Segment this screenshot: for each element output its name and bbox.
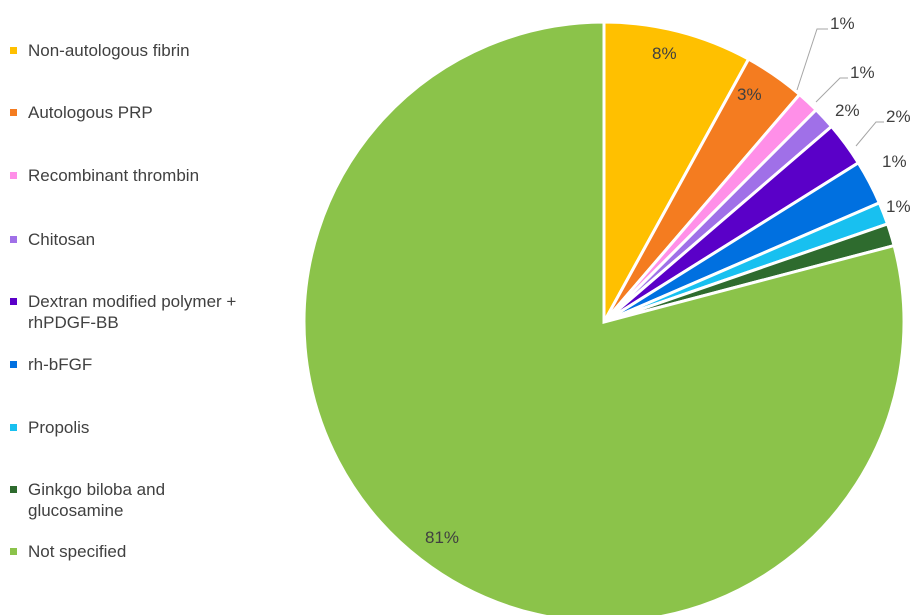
- data-label: 1%: [886, 197, 911, 216]
- data-label: 81%: [425, 528, 459, 547]
- legend-label: Dextran modified polymer + rhPDGF-BB: [28, 292, 237, 332]
- legend-label: Autologous PRP: [28, 103, 153, 122]
- leader-line: [796, 28, 828, 91]
- legend: Non-autologous fibrin Autologous PRP Rec…: [0, 0, 300, 615]
- pie-slices: [302, 20, 906, 615]
- data-label: 1%: [850, 63, 875, 82]
- legend-label: rh-bFGF: [28, 355, 93, 374]
- legend-swatch: [10, 109, 17, 116]
- data-label: 2%: [835, 101, 860, 120]
- data-label: 2%: [886, 107, 911, 126]
- pie-slice-non-autologous-fibrin: [602, 20, 751, 323]
- pie-slice-not-specified: [302, 20, 906, 615]
- legend-label: Ginkgo biloba and glucosamine: [28, 480, 166, 520]
- data-label: 8%: [652, 44, 677, 63]
- legend-swatch: [10, 486, 17, 493]
- legend-swatch: [10, 424, 17, 431]
- legend-label: Non-autologous fibrin: [28, 41, 190, 60]
- legend-label: Propolis: [28, 418, 90, 437]
- legend-label: Recombinant thrombin: [28, 166, 200, 185]
- legend-swatch: [10, 172, 17, 179]
- legend-swatch: [10, 47, 17, 54]
- legend-swatch: [10, 361, 17, 368]
- legend-swatch: [10, 236, 17, 243]
- legend-label: Chitosan: [28, 230, 96, 249]
- legend-swatch: [10, 548, 17, 555]
- data-labels: 8% 3% 1% 1% 2% 2% 1% 1% 81%: [425, 14, 911, 547]
- legend-swatch: [10, 298, 17, 305]
- data-label: 1%: [882, 152, 907, 171]
- legend-label: Not specified: [28, 542, 127, 561]
- data-label: 3%: [737, 85, 762, 104]
- leader-line: [815, 77, 848, 103]
- leader-lines: [796, 28, 884, 147]
- data-label: 1%: [830, 14, 855, 33]
- leader-line: [855, 121, 884, 147]
